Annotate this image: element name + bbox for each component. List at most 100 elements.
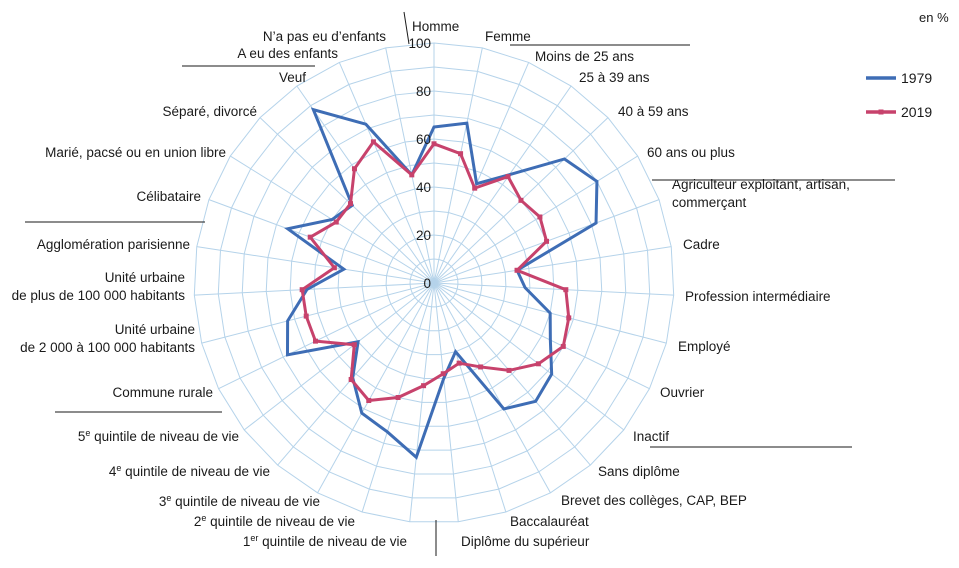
unit-label: en % — [919, 10, 949, 25]
series-marker-2019 — [409, 172, 415, 178]
grid-spoke — [208, 199, 435, 284]
series-marker-2019 — [331, 265, 337, 271]
category-label: Inactif — [633, 429, 669, 444]
series-marker-2019 — [366, 398, 372, 404]
series-marker-2019 — [307, 234, 313, 240]
category-label: Brevet des collèges, CAP, BEP — [561, 493, 747, 508]
radar-grid — [193, 42, 675, 523]
tick-label: 100 — [408, 36, 431, 51]
category-label: Commune rurale — [112, 385, 213, 400]
tick-label: 80 — [416, 84, 431, 99]
divider-line — [403, 11, 410, 45]
grid-spoke — [433, 282, 650, 390]
grid-spoke — [201, 282, 435, 344]
category-label: Diplôme du supérieur — [461, 534, 590, 549]
category-label: Sans diplôme — [598, 464, 680, 479]
series-line-1979 — [284, 107, 599, 460]
series-layer — [284, 107, 599, 460]
series-line-2019 — [300, 139, 571, 403]
category-label: 1er quintile de niveau de vie — [243, 533, 407, 549]
series-marker-2019 — [514, 267, 520, 273]
series-marker-2019 — [333, 219, 339, 225]
grid-ring — [265, 114, 603, 451]
tick-labels: 0 20 40 60 80 100 — [408, 36, 431, 291]
grid-spoke — [194, 282, 435, 296]
group-dividers — [25, 11, 895, 556]
category-label: Moins de 25 ans — [535, 49, 634, 64]
tick-label: 60 — [416, 132, 431, 147]
category-label: Femme — [485, 29, 531, 44]
legend-marker — [878, 109, 884, 115]
grid-spoke — [385, 47, 435, 284]
series-marker-2019 — [395, 394, 401, 400]
series-marker-2019 — [505, 174, 511, 180]
grid-ring — [409, 258, 459, 308]
grid-ring — [289, 138, 579, 427]
category-label: 60 ans ou plus — [647, 145, 735, 160]
series-marker-2019 — [560, 343, 566, 349]
category-label: Profession intermédiaire — [685, 289, 831, 304]
category-label: Séparé, divorcé — [162, 104, 257, 119]
legend: 1979 2019 — [866, 70, 932, 120]
grid-spoke — [317, 282, 435, 494]
series-marker-2019 — [303, 313, 309, 319]
series-marker-2019 — [351, 342, 357, 348]
series-marker-2019 — [440, 371, 446, 377]
category-label: Homme — [412, 19, 459, 34]
series-marker-2019 — [563, 287, 569, 293]
tick-label: 0 — [423, 276, 431, 291]
category-labels: Homme Femme Moins de 25 ans 25 à 39 ans 40 à… — [12, 19, 850, 549]
tick-label: 20 — [416, 228, 431, 243]
category-label: Marié, pacsé ou en union libre — [45, 145, 226, 160]
grid-spoke — [433, 282, 507, 513]
legend-label-1979: 1979 — [901, 70, 932, 86]
grid-spoke — [277, 282, 435, 466]
grid-ring — [217, 66, 651, 499]
grid-spoke — [433, 282, 551, 494]
series-marker-2019 — [431, 141, 437, 147]
grid-spoke — [433, 282, 625, 431]
category-label: 5e quintile de niveau de vie — [78, 428, 239, 444]
series-marker-2019 — [312, 338, 318, 344]
series-marker-2019 — [348, 201, 354, 207]
series-marker-2019 — [421, 383, 427, 389]
grid-spoke — [433, 47, 483, 284]
series-marker-2019 — [544, 238, 550, 244]
category-label: Unité urbaine de plus de 100 000 habitant… — [12, 270, 186, 303]
grid-spoke — [196, 246, 435, 284]
category-label: Agglomération parisienne — [37, 237, 190, 252]
series-marker-2019 — [478, 364, 484, 370]
category-label: N’a pas eu d’enfants — [263, 29, 386, 44]
series-marker-2019 — [458, 151, 464, 157]
series-marker-2019 — [351, 166, 357, 172]
category-label: Baccalauréat — [510, 514, 589, 529]
category-label: Unité urbaine de 2 000 à 100 000 habitant… — [20, 322, 195, 355]
category-label: A eu des enfants — [237, 46, 338, 61]
series-marker-2019 — [370, 139, 376, 145]
category-label: Agriculteur exploitant, artisan, commerça… — [672, 177, 850, 210]
grid-spoke — [433, 62, 530, 284]
category-label: Ouvrier — [660, 385, 705, 400]
series-marker-2019 — [537, 214, 543, 220]
grid-spoke — [243, 282, 435, 431]
series-marker-2019 — [535, 361, 541, 367]
grid-spoke — [433, 282, 459, 522]
category-label: 3e quintile de niveau de vie — [159, 493, 320, 509]
grid-spoke — [409, 282, 435, 522]
grid-spoke — [433, 246, 672, 284]
series-marker-2019 — [456, 360, 462, 366]
grid-spoke — [433, 85, 572, 284]
grid-ring — [193, 42, 675, 523]
grid-spoke — [218, 282, 435, 390]
series-marker-2019 — [506, 367, 512, 373]
series-marker-2019 — [472, 185, 478, 191]
category-label: 40 à 59 ans — [618, 104, 689, 119]
grid-spoke — [338, 62, 435, 284]
category-label: 4e quintile de niveau de vie — [109, 463, 270, 479]
category-label: 2e quintile de niveau de vie — [194, 513, 355, 529]
series-marker-2019 — [348, 377, 354, 383]
category-label: Veuf — [279, 70, 306, 85]
grid-spoke — [296, 85, 435, 284]
series-marker-2019 — [518, 197, 524, 203]
